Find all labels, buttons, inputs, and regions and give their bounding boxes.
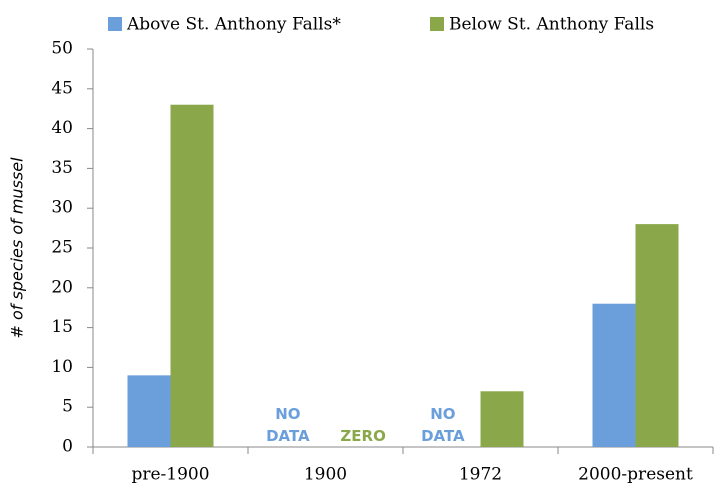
y-axis-label: # of species of mussel bbox=[8, 157, 27, 339]
y-tick-label: 35 bbox=[51, 158, 73, 178]
x-tick-label: 1972 bbox=[459, 465, 502, 485]
annotation: ZERO bbox=[340, 427, 386, 445]
bar bbox=[592, 303, 636, 447]
annotation: NO DATA bbox=[266, 405, 310, 445]
bar bbox=[480, 391, 524, 447]
legend-label: Above St. Anthony Falls* bbox=[126, 15, 341, 35]
annotation-box: NO DATA bbox=[421, 405, 465, 445]
annotation-box: ZERO bbox=[340, 427, 386, 445]
y-tick-label: 40 bbox=[51, 118, 73, 138]
y-tick-label: 30 bbox=[51, 198, 73, 218]
y-tick-label: 15 bbox=[51, 317, 73, 337]
y-tick-label: 10 bbox=[51, 357, 73, 377]
legend-label: Below St. Anthony Falls bbox=[449, 15, 654, 35]
bar bbox=[127, 375, 171, 447]
y-tick-label: 20 bbox=[51, 277, 73, 297]
annotation-box: NO DATA bbox=[266, 405, 310, 445]
y-tick-label: 0 bbox=[62, 437, 73, 457]
bar bbox=[170, 104, 214, 447]
x-tick-label: pre-1900 bbox=[131, 465, 209, 485]
legend-swatch bbox=[108, 17, 122, 31]
y-tick-label: 50 bbox=[51, 39, 73, 59]
legend-swatch bbox=[430, 17, 444, 31]
annotation: NO DATA bbox=[421, 405, 465, 445]
y-tick-label: 45 bbox=[51, 78, 73, 98]
bar bbox=[635, 224, 679, 447]
x-tick-label: 1900 bbox=[304, 465, 347, 485]
y-tick-label: 5 bbox=[62, 397, 73, 417]
x-tick-label: 2000-present bbox=[578, 465, 693, 485]
y-tick-label: 25 bbox=[51, 238, 73, 258]
